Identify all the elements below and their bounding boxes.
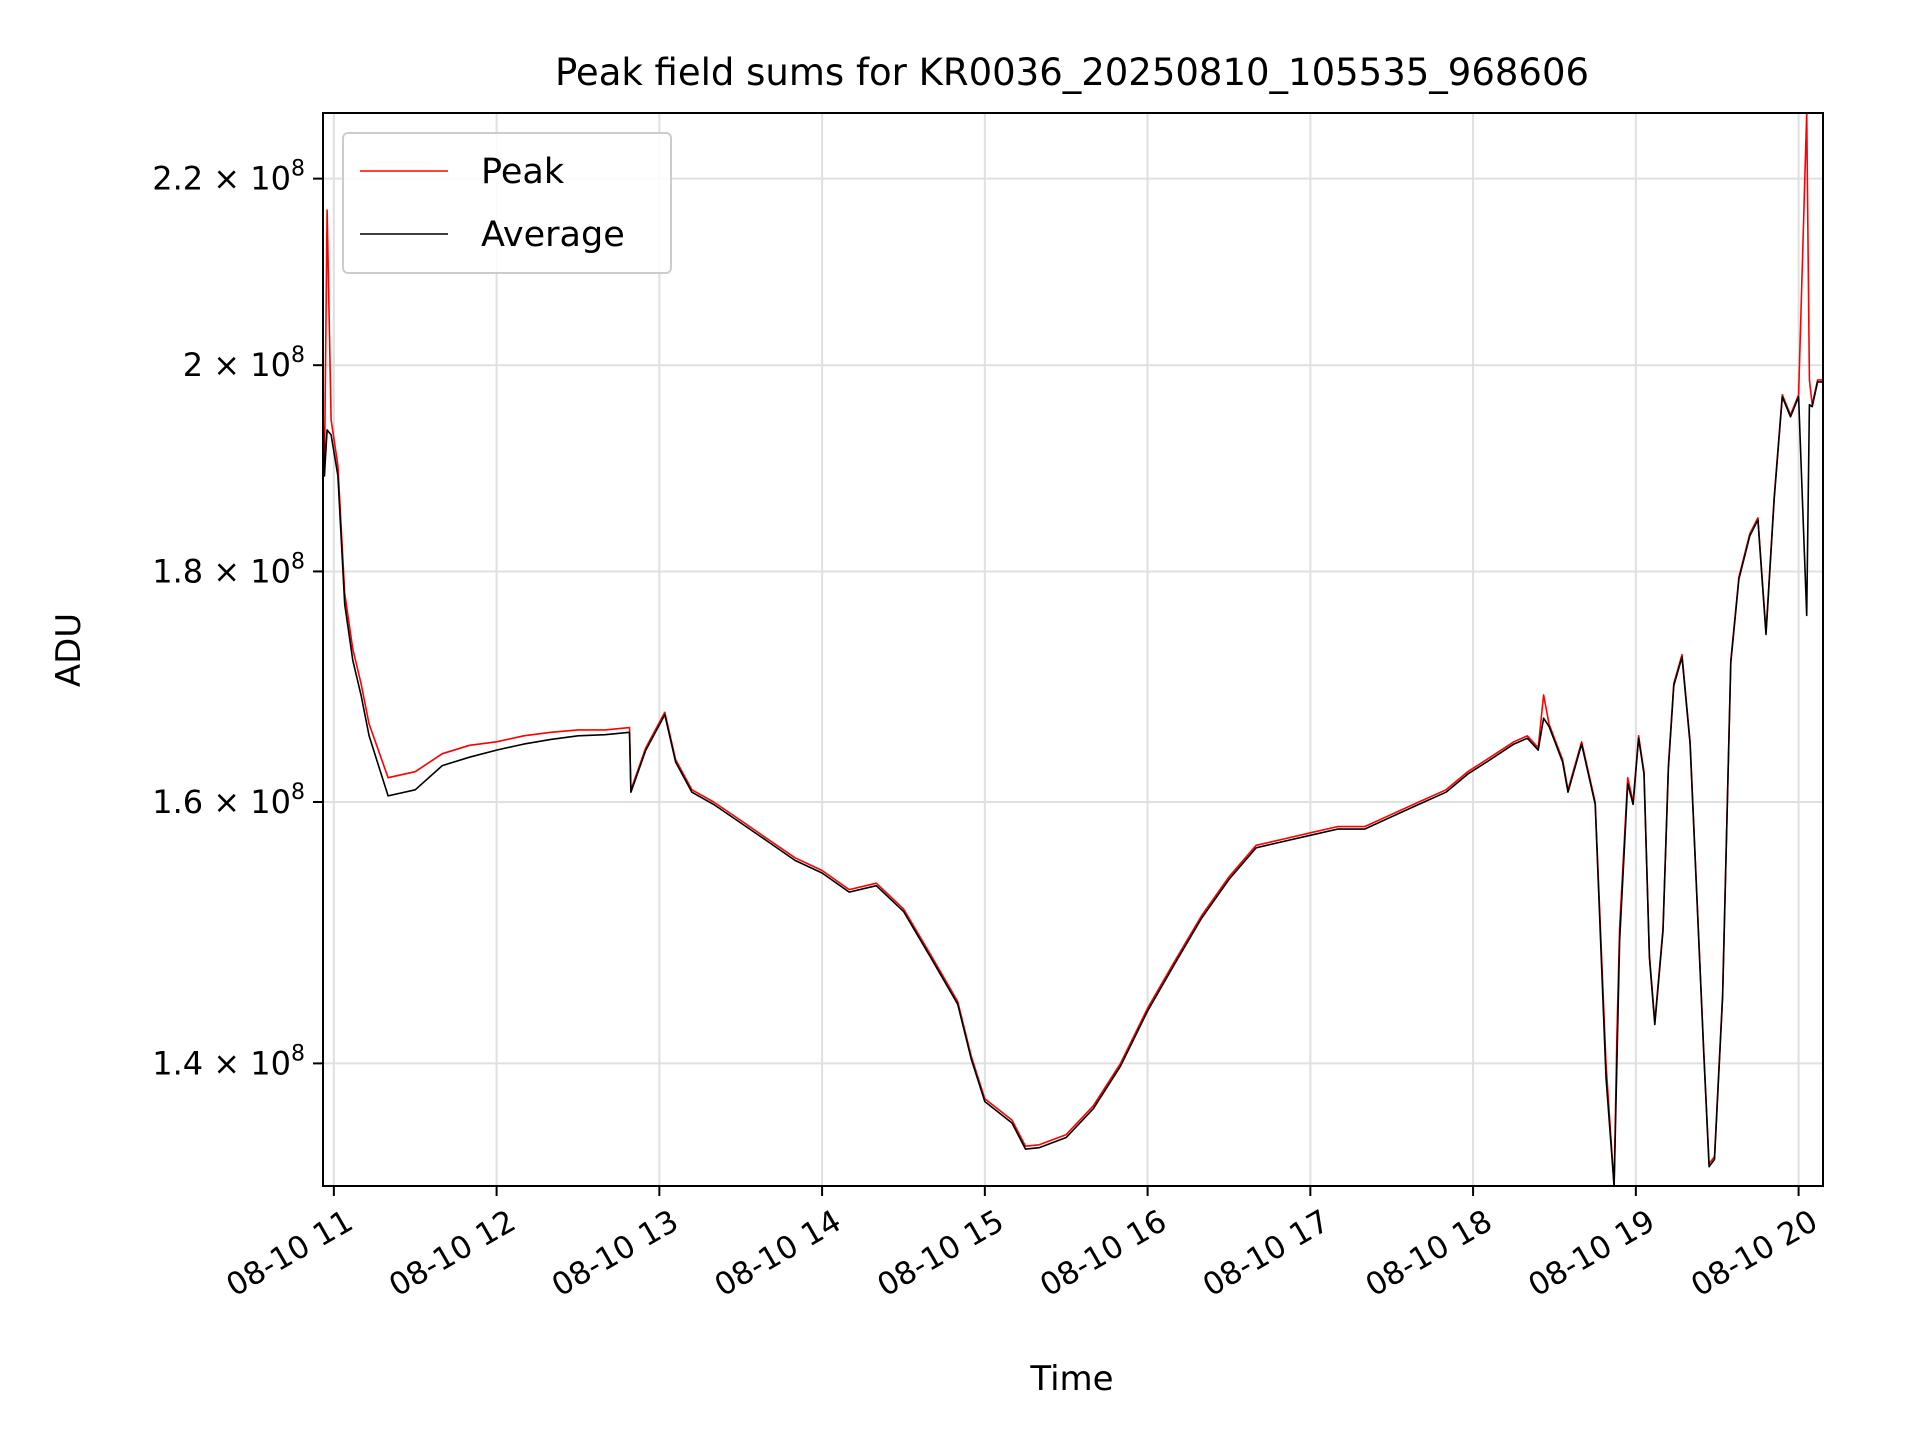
legend-label: Peak	[481, 152, 565, 192]
y-axis-label: ADU	[49, 613, 89, 687]
grid-lines	[323, 113, 1823, 1186]
y-tick-label: 1.4 × 108	[152, 1041, 305, 1082]
legend: Peak Average	[342, 132, 672, 274]
series-line-average	[323, 378, 1823, 1186]
x-axis-label: Time	[1029, 1359, 1113, 1399]
y-axis: 1.4 × 108 1.6 × 108 1.8 × 108 2 × 108 2.2 × …	[152, 157, 323, 1082]
legend-label: Average	[481, 215, 625, 255]
chart-title: Peak field sums for KR0036_20250810_1055…	[555, 51, 1589, 94]
y-tick-label: 2.2 × 108	[152, 157, 305, 198]
y-tick-label: 1.8 × 108	[152, 549, 305, 590]
y-tick-label: 2 × 108	[183, 343, 305, 384]
y-tick-label: 1.6 × 108	[152, 780, 305, 821]
series-layer	[323, 113, 1823, 1186]
legend-box	[342, 132, 672, 274]
plot-frame	[322, 112, 1824, 1187]
